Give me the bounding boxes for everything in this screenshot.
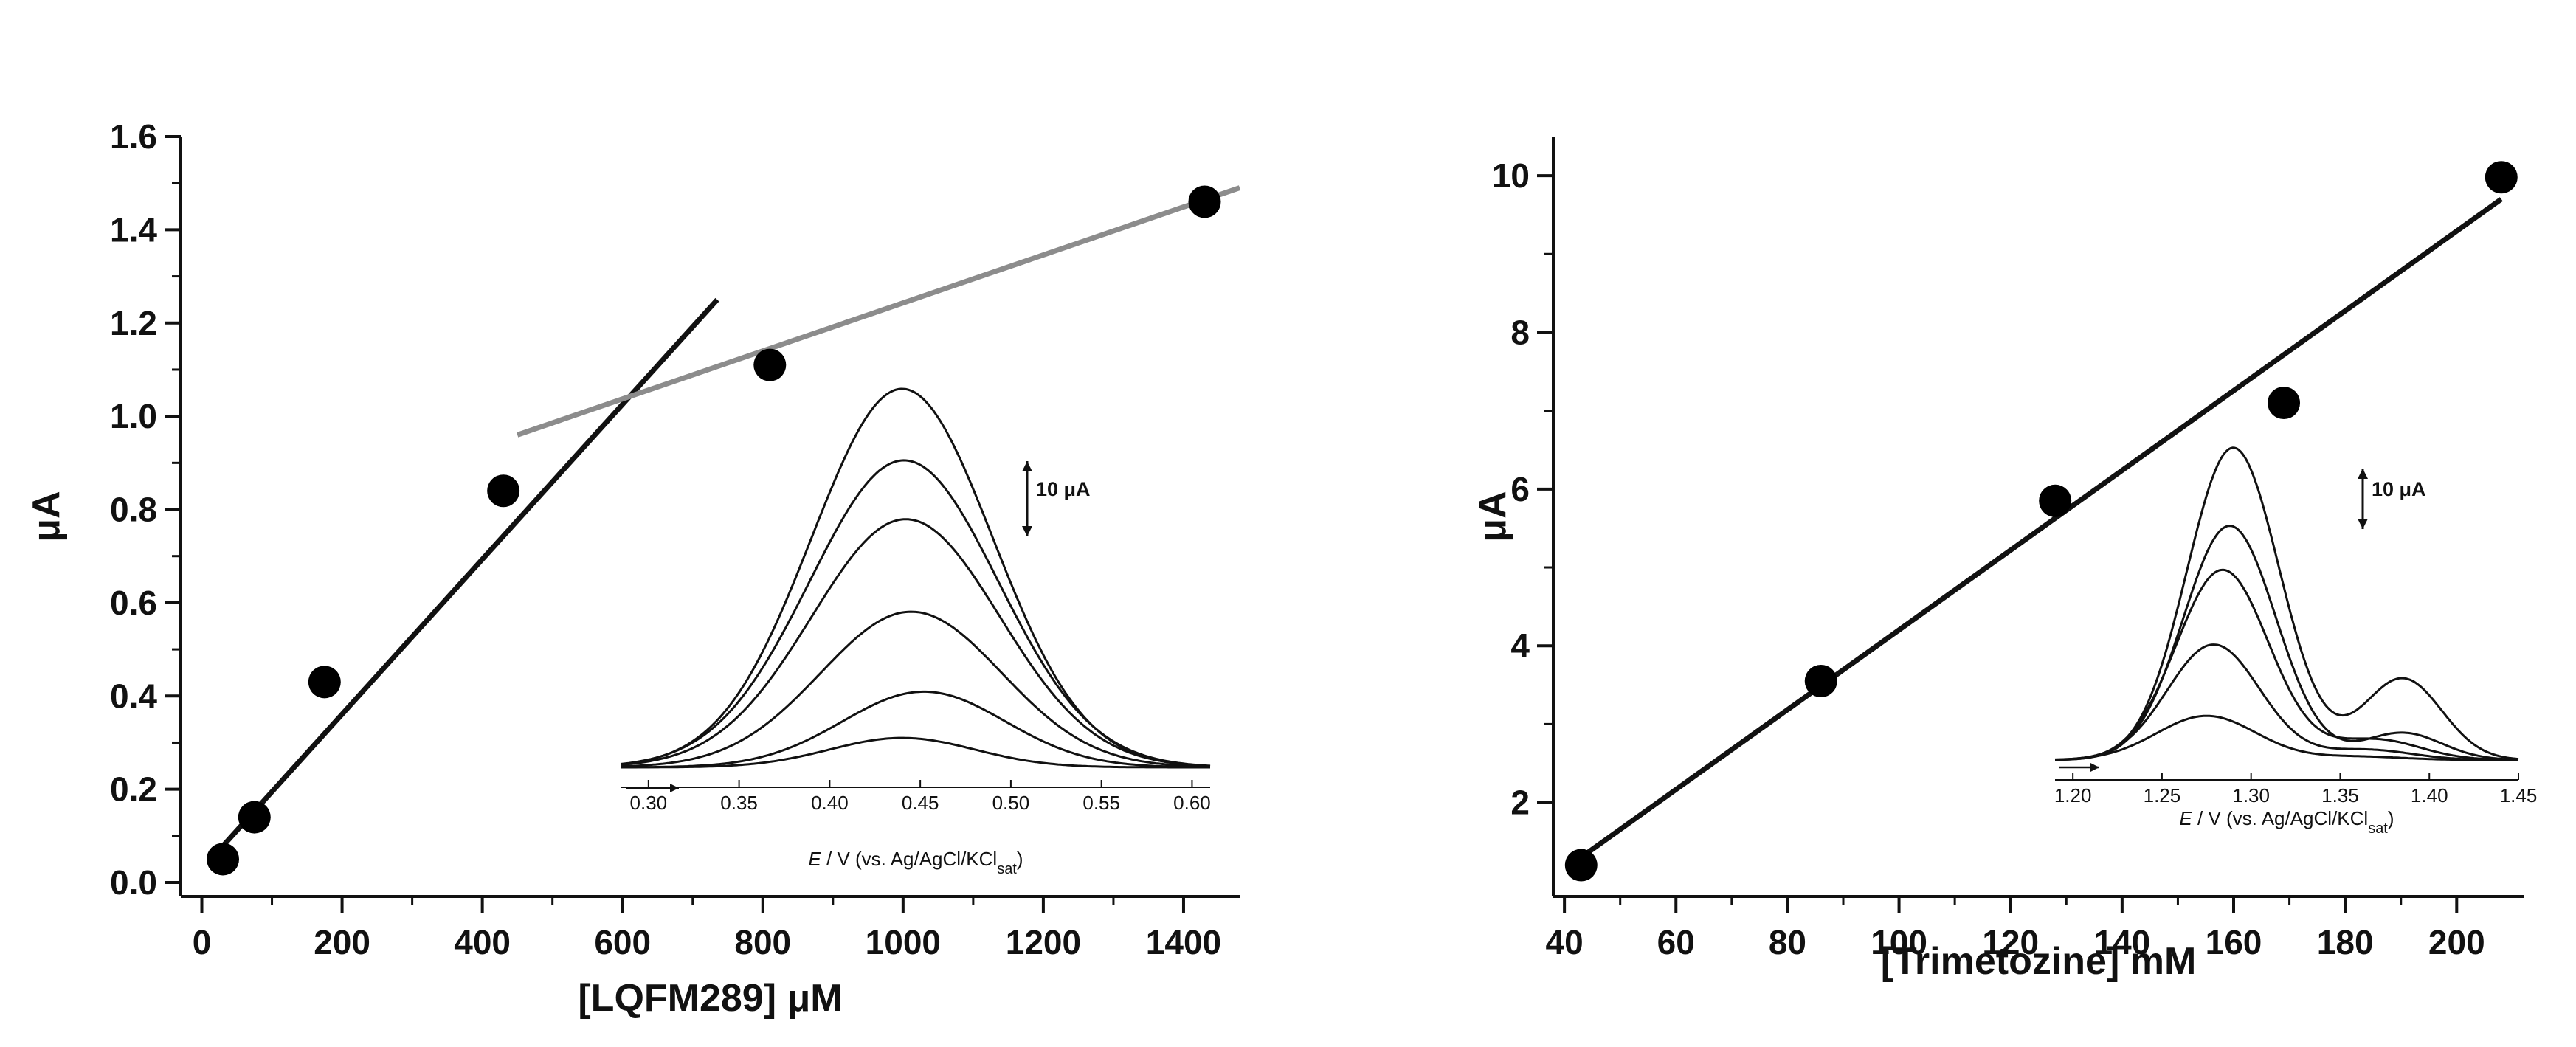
- y-tick-label: 1.0: [110, 397, 157, 435]
- x-tick-label: 400: [454, 923, 511, 961]
- data-point: [2039, 484, 2072, 517]
- x-tick-label: 800: [734, 923, 791, 961]
- inset-curve: [621, 459, 1211, 767]
- inset-curve: [621, 690, 1210, 769]
- inset-curve: [2055, 568, 2518, 761]
- x-tick-label: 1200: [1006, 923, 1081, 961]
- inset-x-title-main: / V (vs. Ag/AgCl/KCl: [2192, 807, 2368, 829]
- data-point: [487, 474, 520, 508]
- panel-b: 40 60 80 100 120 140 160 180 200 2 4 6 8 10 [Trimetozi…: [1471, 137, 2537, 983]
- y-tick-label: 1.4: [110, 210, 157, 249]
- panel-a: 0 200 400 600 800 1000 1200 1400 0.0 0.2 0.4 0.6 0.8…: [25, 117, 1241, 1020]
- y-tick-label: 0.2: [110, 770, 157, 809]
- inset-x-tick-label: 0.50: [992, 792, 1030, 814]
- y-tick-label: 6: [1510, 470, 1530, 508]
- scale-bar-arrowhead-top: [2358, 469, 2368, 479]
- x-tick-label: 180: [2317, 923, 2374, 961]
- fit-line: [1579, 197, 2503, 860]
- y-tick-label: 0.8: [110, 491, 157, 529]
- x-tick-label: 140: [2093, 923, 2150, 961]
- y-tick-label: 4: [1510, 626, 1530, 665]
- inset-x-tick-label: 0.60: [1173, 792, 1211, 814]
- y-tick-label: 0.6: [110, 584, 157, 622]
- x-axis-title: [LQFM289] μM: [578, 977, 842, 1020]
- x-tick-label: 200: [314, 923, 370, 961]
- scale-bar-label: 10 μA: [1036, 478, 1091, 500]
- scale-bar-arrowhead-top: [1022, 461, 1032, 471]
- x-tick-label: 1000: [866, 923, 941, 961]
- data-point: [308, 666, 341, 699]
- scale-bar-arrowhead-bottom: [1022, 526, 1032, 536]
- inset-curve: [621, 518, 1211, 767]
- inset-curve: [621, 736, 1210, 769]
- data-point: [753, 348, 787, 381]
- inset-x-tick-label: 0.35: [720, 792, 758, 814]
- x-tick-label: 1400: [1146, 923, 1221, 961]
- inset-x-tick-label: 0.45: [902, 792, 939, 814]
- inset-curve: [2054, 643, 2518, 761]
- x-tick-label: 120: [1982, 923, 2039, 961]
- inset-x-title-sub: sat: [2368, 820, 2388, 837]
- data-point: [238, 801, 271, 834]
- x-tick-label: 600: [594, 923, 651, 961]
- inset-x-tick-label: 1.20: [2054, 784, 2092, 806]
- y-tick-label: 0.4: [110, 677, 157, 715]
- inset-x-title-italic: E: [2179, 807, 2192, 829]
- data-point: [1804, 664, 1837, 697]
- inset-curve: [621, 610, 1211, 768]
- x-tick-label: 200: [2428, 923, 2485, 961]
- inset-x-axis-title: E / V (vs. Ag/AgCl/KClsat): [808, 848, 1023, 877]
- inset-curve: [2054, 714, 2518, 761]
- inset-x-title-sub: sat: [997, 861, 1017, 877]
- fit-line: [517, 185, 1241, 438]
- scan-direction-arrowhead: [2090, 763, 2099, 772]
- inset-x-title-end: ): [1017, 848, 1023, 870]
- data-point: [2485, 161, 2518, 194]
- y-tick-label: 2: [1510, 784, 1530, 822]
- y-tick-label: 1.6: [110, 117, 157, 156]
- inset-curve: [621, 387, 1211, 767]
- inset-x-axis-title: E / V (vs. Ag/AgCl/KClsat): [2179, 807, 2394, 837]
- y-axis-title: μA: [1471, 491, 1514, 542]
- x-axis-title: [Trimetozine] mM: [1881, 940, 2197, 983]
- inset-x-tick-label: 1.40: [2411, 784, 2448, 806]
- scale-bar-arrowhead-bottom: [2358, 519, 2368, 529]
- data-point: [2268, 387, 2301, 420]
- inset-x-title-end: ): [2388, 807, 2394, 829]
- x-tick-label: 0: [193, 923, 212, 961]
- inset-voltammogram: 1.20 1.25 1.30 1.35 1.40 1.45 E / V (vs. Ag/Ag…: [2054, 446, 2538, 837]
- x-tick-label: 100: [1871, 923, 1927, 961]
- inset-x-tick-label: 1.25: [2144, 784, 2181, 806]
- y-tick-label: 8: [1510, 313, 1530, 351]
- inset-curve: [2055, 446, 2519, 761]
- y-axis-title: μA: [25, 491, 68, 542]
- x-tick-label: 80: [1769, 923, 1806, 961]
- inset-x-tick-label: 0.40: [811, 792, 849, 814]
- data-point: [1188, 185, 1221, 218]
- y-tick-label: 10: [1492, 156, 1530, 195]
- x-tick-label: 40: [1546, 923, 1584, 961]
- inset-x-tick-label: 0.55: [1082, 792, 1120, 814]
- inset-x-tick-label: 0.30: [630, 792, 668, 814]
- inset-x-tick-label: 1.35: [2321, 784, 2359, 806]
- scale-bar-label: 10 μA: [2372, 478, 2426, 500]
- x-tick-label: 60: [1657, 923, 1695, 961]
- y-tick-label: 0.0: [110, 863, 157, 902]
- fit-line: [217, 297, 719, 852]
- inset-x-title-main: / V (vs. Ag/AgCl/KCl: [821, 848, 997, 870]
- scan-direction-arrowhead: [670, 784, 679, 792]
- y-tick-label: 1.2: [110, 304, 157, 342]
- x-tick-label: 160: [2206, 923, 2262, 961]
- data-point: [1564, 849, 1598, 882]
- inset-voltammogram: 0.30 0.35 0.40 0.45 0.50 0.55 0.60 E / V (vs. A…: [621, 387, 1211, 877]
- data-point: [207, 843, 240, 876]
- inset-x-tick-label: 1.45: [2500, 784, 2538, 806]
- inset-x-title-italic: E: [808, 848, 821, 870]
- inset-x-tick-label: 1.30: [2232, 784, 2270, 806]
